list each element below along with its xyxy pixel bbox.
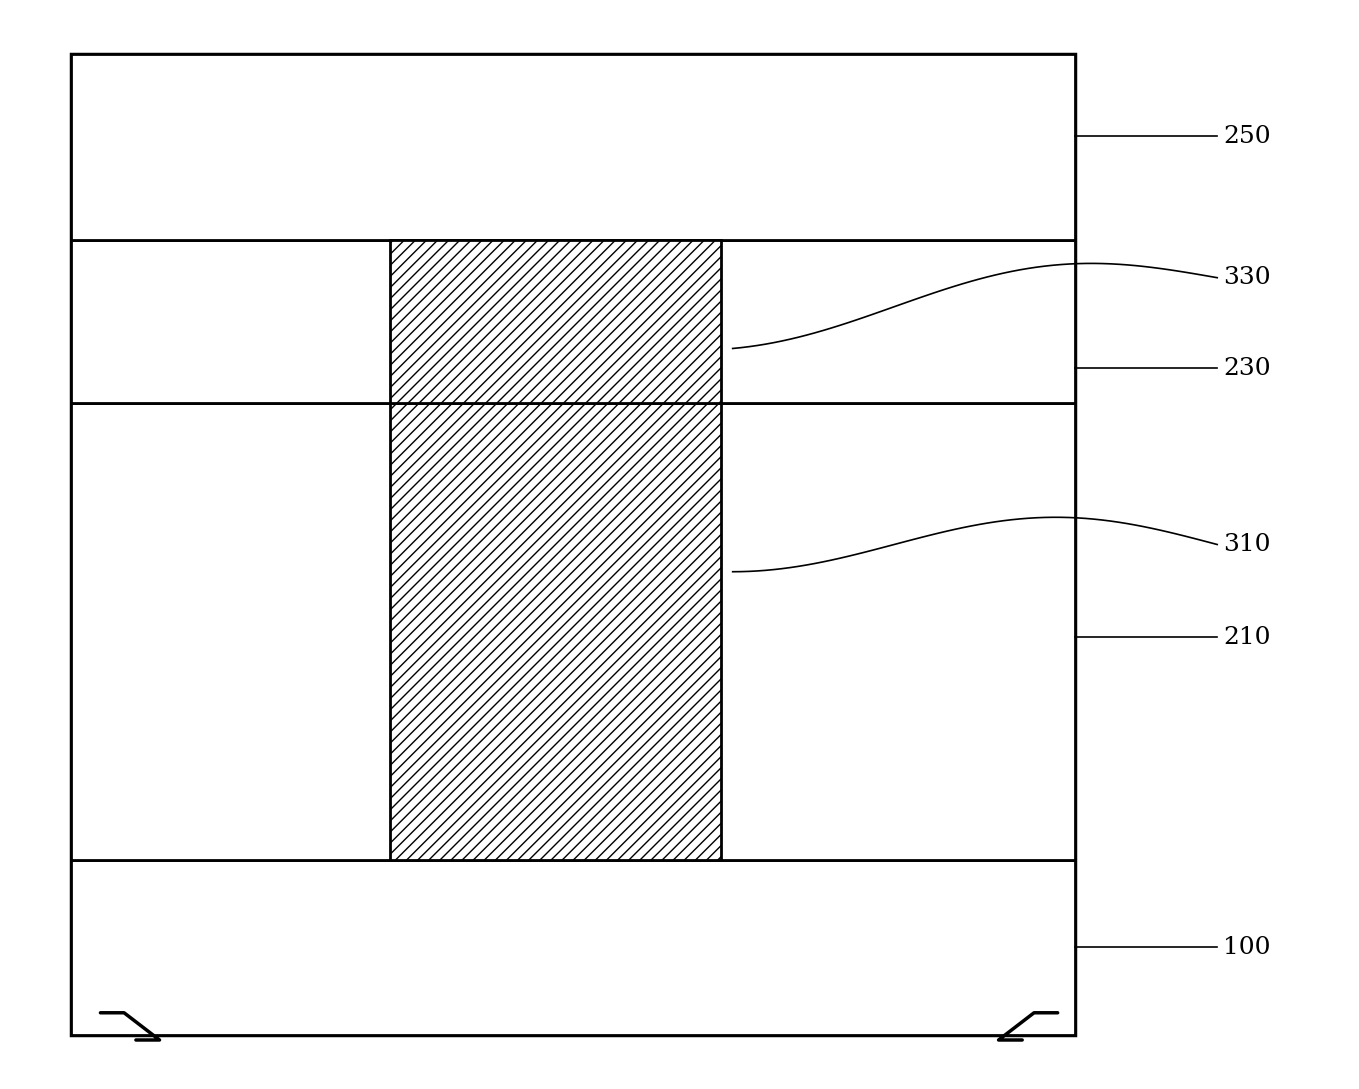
Text: 100: 100 [1223,935,1271,959]
Bar [71,54,1075,240]
Bar [390,240,720,403]
Text: 230: 230 [1223,356,1271,380]
Bar [71,403,1075,860]
Bar [71,240,1075,403]
Text: 210: 210 [1223,625,1271,649]
Text: 250: 250 [1223,124,1271,148]
Bar [71,54,1075,1035]
Text: 330: 330 [1223,266,1271,290]
Bar [390,403,720,860]
Text: 310: 310 [1223,533,1271,556]
Bar [71,860,1075,1035]
